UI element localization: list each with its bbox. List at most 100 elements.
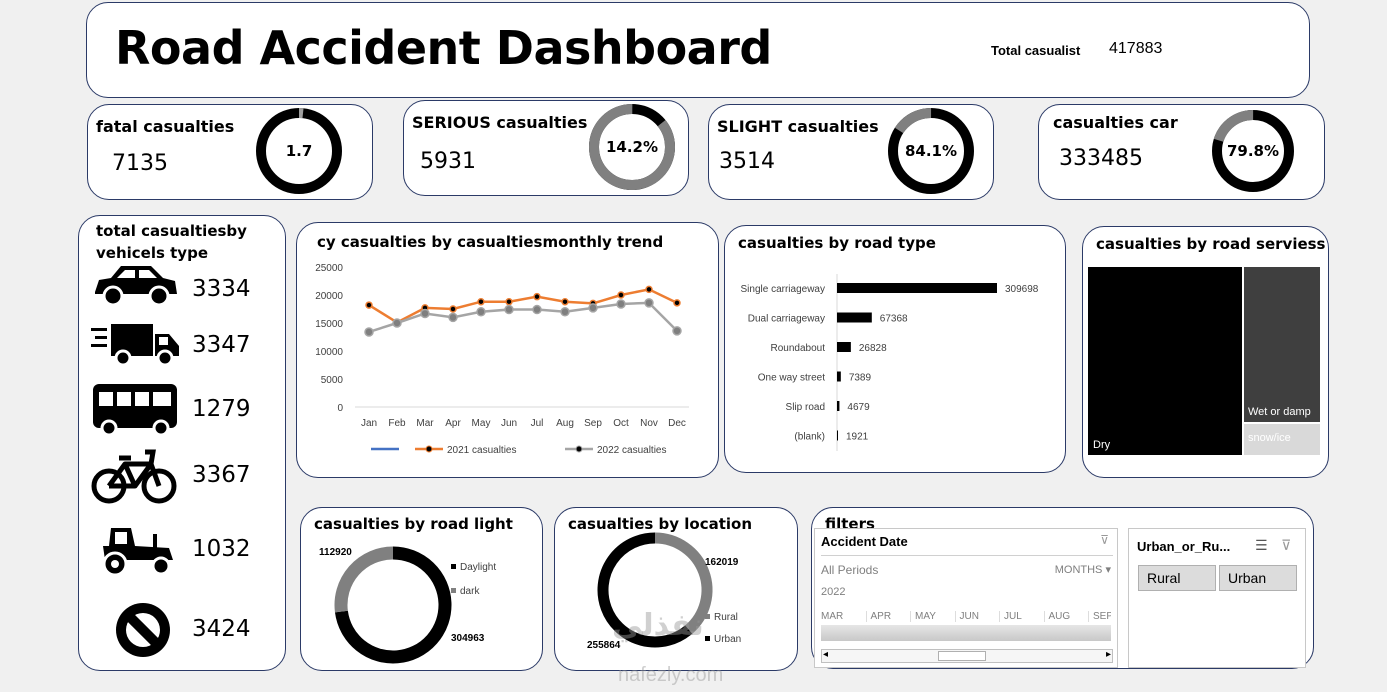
x-tick-label: Feb xyxy=(388,418,406,429)
legend-marker xyxy=(575,445,583,453)
timeline-month[interactable]: AUG xyxy=(1043,611,1089,622)
kpi-value: 333485 xyxy=(1059,146,1143,171)
donut-slice xyxy=(597,532,693,648)
option-rural[interactable]: Rural xyxy=(1138,565,1216,591)
series-line xyxy=(368,288,678,324)
category-label: Single carriageway xyxy=(741,284,826,295)
data-label: 304963 xyxy=(451,633,485,644)
donut-slice xyxy=(334,546,394,613)
treemap-wet[interactable]: Wet or damp xyxy=(1244,267,1320,422)
legend-swatch xyxy=(705,614,710,619)
months-row: MAR APR MAY JUN JUL AUG SEP xyxy=(821,606,1111,622)
y-tick-label: 15000 xyxy=(315,319,343,330)
data-point xyxy=(673,299,681,307)
kpi-card-car: casualties car 333485 79.8% xyxy=(1038,104,1325,200)
data-point xyxy=(561,297,569,306)
timeline-month[interactable]: APR xyxy=(865,611,911,622)
data-label: 1921 xyxy=(846,432,869,443)
x-tick-label: Jan xyxy=(361,418,377,429)
category-label: Slip road xyxy=(786,402,825,413)
location-panel: casualties by location 162019 255864 Rural… xyxy=(554,507,798,671)
timeline-month[interactable]: MAR xyxy=(821,611,844,622)
data-point xyxy=(644,298,654,308)
kpi-percent: 84.1% xyxy=(905,142,957,160)
data-point xyxy=(449,305,457,313)
clear-filter-icon[interactable]: ⊽ xyxy=(1100,533,1109,547)
data-point xyxy=(533,292,541,301)
data-point xyxy=(504,304,514,315)
kpi-percent: 79.8% xyxy=(1227,142,1279,160)
kpi-donut: 14.2% xyxy=(589,104,675,190)
total-casualties-value: 417883 xyxy=(1109,40,1163,57)
data-point xyxy=(392,318,402,328)
trend-chart: 0 5000 10000 15000 20000 25000 Jan Feb Mar Apr May… xyxy=(315,263,689,456)
slicer-title: Accident Date xyxy=(821,534,908,549)
y-tick-label: 5000 xyxy=(321,375,344,386)
timeline-bar[interactable] xyxy=(821,625,1111,641)
scroll-right-icon[interactable]: ▸ xyxy=(1105,649,1111,660)
timeline-month[interactable]: JUL xyxy=(999,611,1044,622)
data-point xyxy=(476,307,486,317)
data-point xyxy=(588,303,598,313)
granularity-dropdown[interactable]: MONTHS ▾ xyxy=(1055,563,1111,576)
x-tick-label: Jul xyxy=(531,418,544,429)
treemap-wet-label: Wet or damp xyxy=(1248,406,1311,418)
header-panel: Road Accident Dashboard Total casualist … xyxy=(86,2,1310,98)
road-light-panel: casualties by road light 304963 112920 Day… xyxy=(300,507,543,671)
trend-title: cy casualties by casualtiesmonthly trend xyxy=(317,233,664,251)
location-chart: 162019 255864 Rural Urban xyxy=(587,532,741,651)
vehicle-value: 3424 xyxy=(192,616,251,642)
year-label: 2022 xyxy=(821,586,846,598)
multi-select-icon[interactable]: ☰ xyxy=(1255,537,1268,553)
scroll-left-icon[interactable]: ◂ xyxy=(823,649,829,660)
legend-swatch xyxy=(451,588,456,593)
clear-filter-icon[interactable]: ⊽ xyxy=(1281,537,1292,553)
treemap-dry[interactable]: Dry xyxy=(1088,267,1242,455)
accident-date-slicer: Accident Date ⊽ All Periods MONTHS ▾ 202… xyxy=(814,528,1118,668)
timeline-month[interactable]: JUN xyxy=(954,611,1000,622)
scroll-thumb[interactable] xyxy=(938,651,986,661)
vehicle-row-other: 3424 xyxy=(87,594,267,657)
data-point xyxy=(645,285,653,294)
timeline-month[interactable]: MAY xyxy=(910,611,955,622)
data-point xyxy=(505,297,513,306)
kpi-value: 3514 xyxy=(719,149,775,174)
timeline-scrollbar[interactable]: ◂ ▸ xyxy=(821,649,1113,663)
vehicle-panel-title-line1: total casualtiesby xyxy=(96,222,247,240)
donut-arc xyxy=(256,108,342,194)
legend-label: Urban xyxy=(714,634,741,645)
data-label: 162019 xyxy=(705,557,739,568)
no-entry-icon xyxy=(116,603,170,657)
period-label: All Periods xyxy=(821,563,879,577)
series-line xyxy=(368,301,678,334)
kpi-donut: 1.7 xyxy=(256,108,342,194)
timeline-month[interactable]: SEP xyxy=(1088,611,1111,622)
data-point xyxy=(364,327,374,337)
donut-slice xyxy=(654,532,713,634)
y-tick-label: 25000 xyxy=(315,263,343,274)
x-tick-label: Jun xyxy=(501,418,517,429)
bar xyxy=(837,430,838,441)
kpi-value: 5931 xyxy=(420,149,476,174)
data-point xyxy=(616,299,626,309)
bar xyxy=(837,312,872,323)
location-title: casualties by location xyxy=(568,515,753,533)
tractor-icon xyxy=(102,528,173,577)
treemap-snow[interactable]: snow/ice xyxy=(1244,424,1320,455)
granularity-value: MONTHS xyxy=(1054,564,1103,576)
data-point xyxy=(448,312,458,323)
kpi-donut: 79.8% xyxy=(1212,110,1294,192)
x-tick-label: Dec xyxy=(668,418,686,429)
category-label: Dual carriageway xyxy=(748,314,825,325)
chevron-down-icon: ▾ xyxy=(1105,564,1111,576)
data-label: 112920 xyxy=(319,547,352,558)
page-title: Road Accident Dashboard xyxy=(115,21,772,75)
vehicle-type-panel: total casualtiesby vehicels type 3334 33… xyxy=(78,215,286,671)
legend-swatch xyxy=(705,636,710,641)
vehicle-value: 1279 xyxy=(192,396,251,422)
donut-arc xyxy=(888,108,974,194)
option-urban[interactable]: Urban xyxy=(1219,565,1297,591)
category-label: Roundabout xyxy=(771,343,826,354)
x-tick-label: Aug xyxy=(556,418,574,429)
data-point xyxy=(560,307,570,317)
